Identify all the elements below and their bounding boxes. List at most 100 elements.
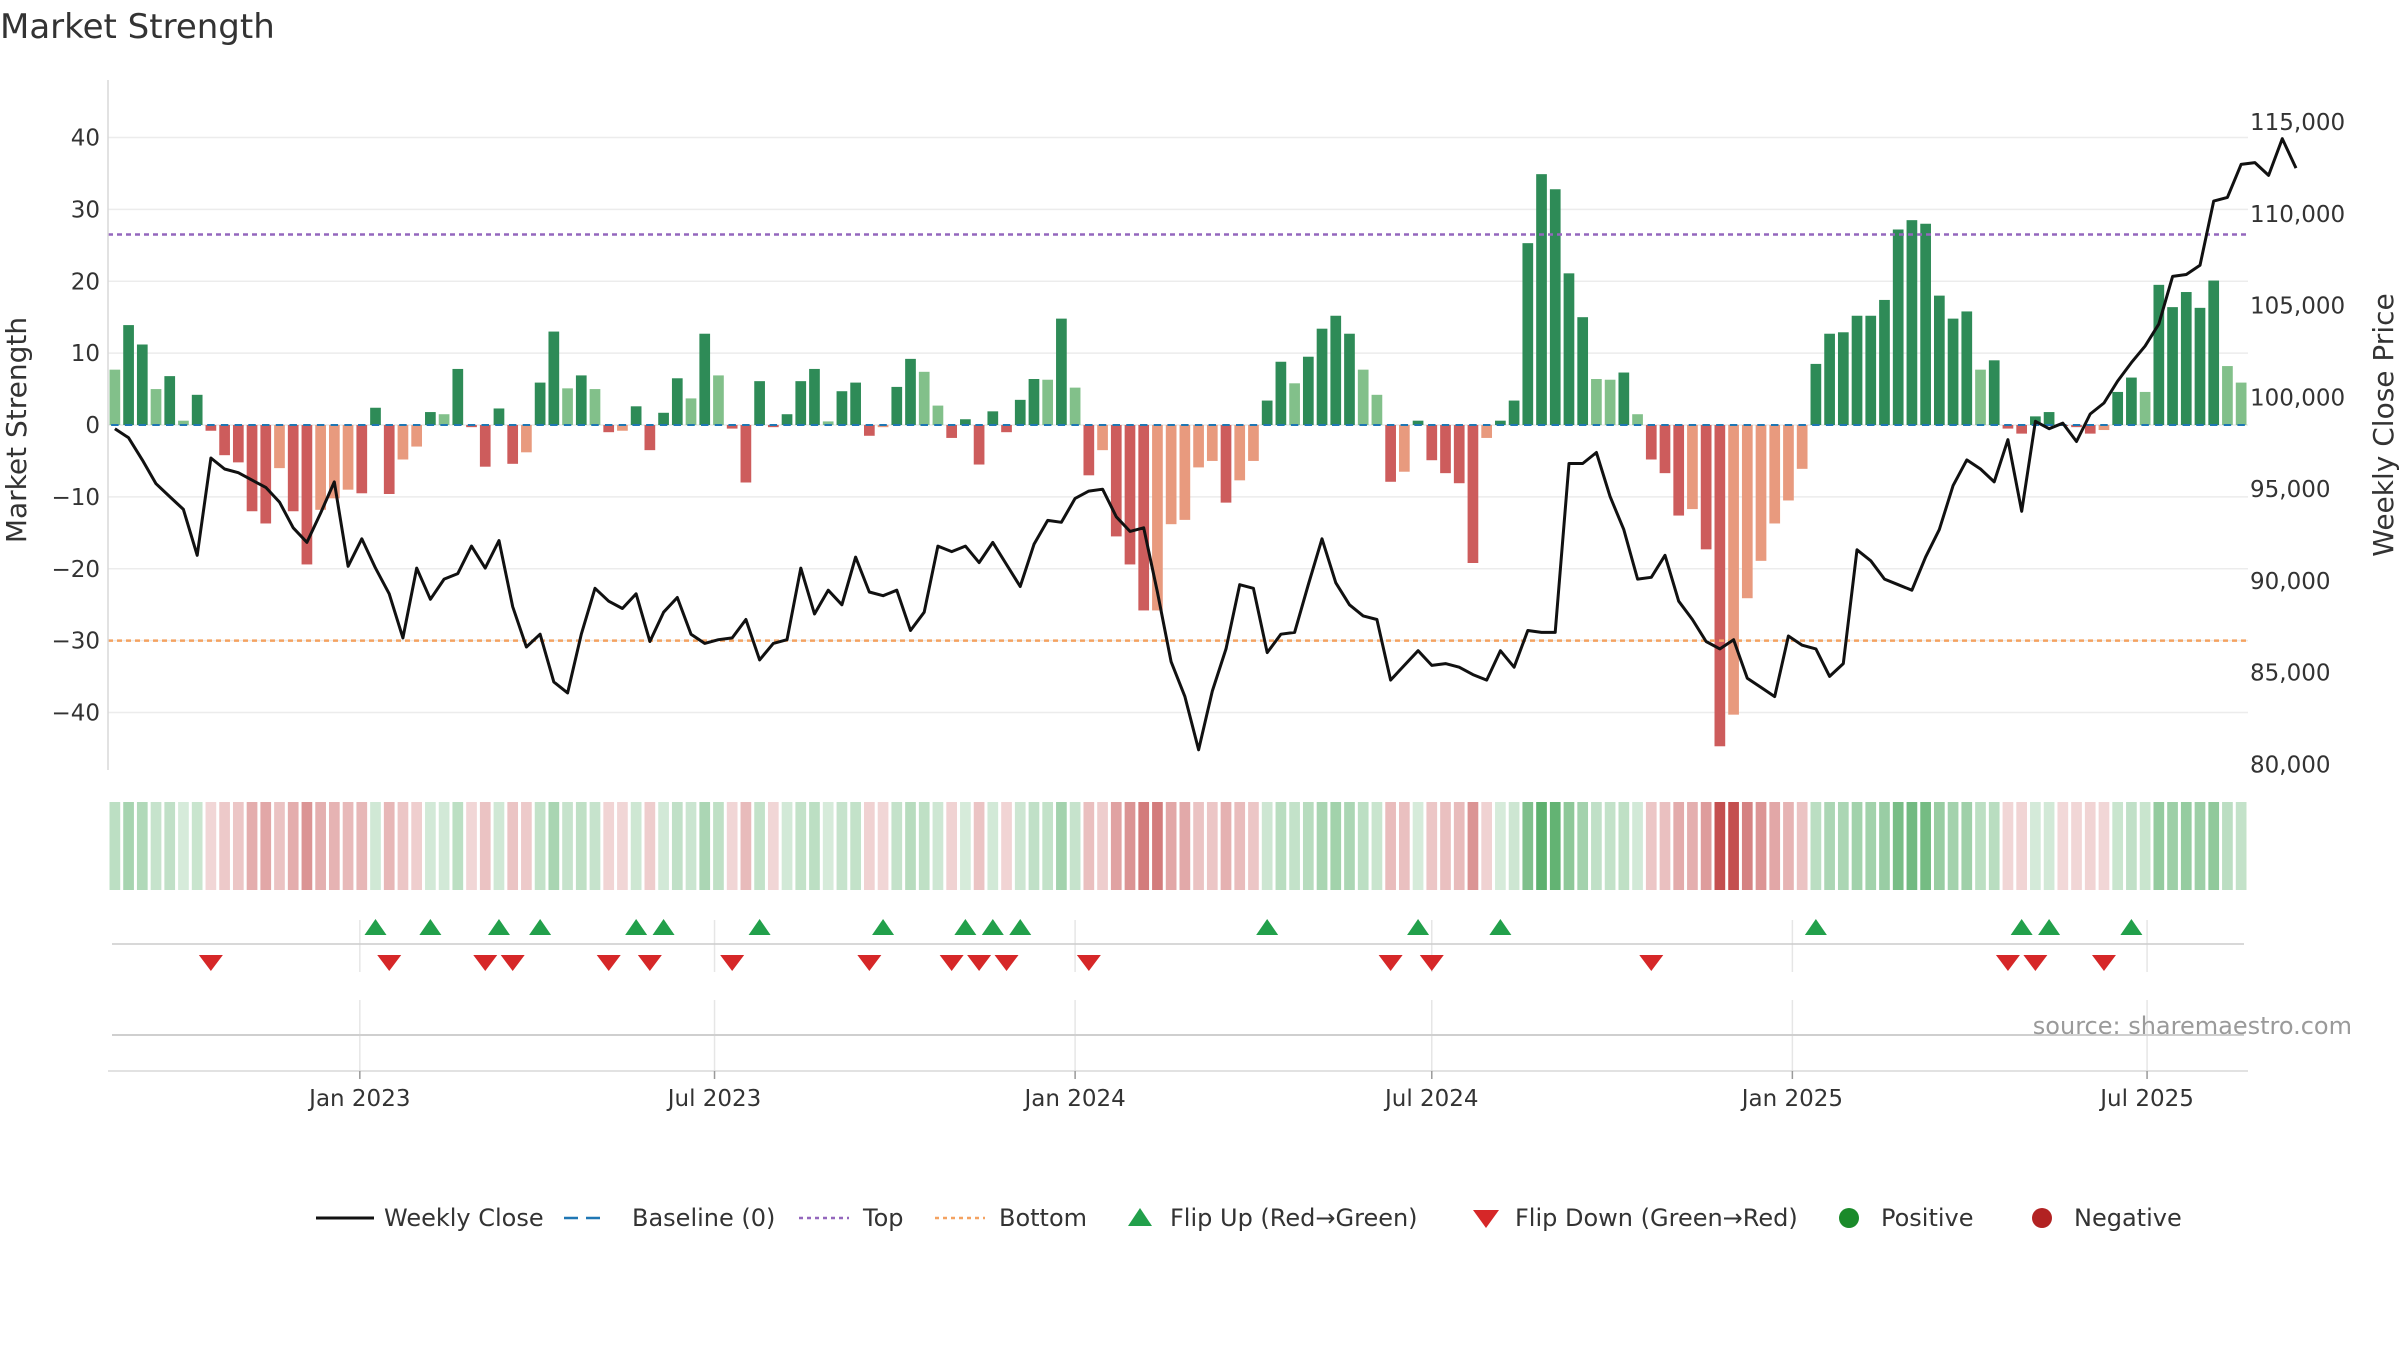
heat-cell bbox=[2222, 802, 2233, 890]
heat-cell bbox=[1988, 802, 2000, 890]
right-tick-label: 95,000 bbox=[2250, 477, 2330, 503]
heat-cell bbox=[699, 802, 711, 890]
heat-cell bbox=[726, 802, 738, 890]
legend-item: Flip Up (Red→Green) bbox=[1128, 1204, 1418, 1232]
strength-bar bbox=[1453, 425, 1465, 484]
strength-bar bbox=[905, 358, 916, 425]
heat-cell bbox=[1796, 802, 1808, 890]
legend-label: Negative bbox=[2074, 1204, 2182, 1232]
strength-bar bbox=[1618, 372, 1630, 425]
heat-cell bbox=[178, 802, 189, 890]
strength-bar bbox=[1152, 425, 1163, 611]
heat-cell bbox=[946, 802, 958, 890]
heat-cell bbox=[891, 802, 903, 890]
heat-cell bbox=[562, 802, 573, 890]
strength-bar bbox=[123, 325, 134, 425]
heat-cell bbox=[2139, 802, 2151, 890]
strength-bar bbox=[2194, 307, 2206, 425]
flip-down-marker bbox=[500, 955, 525, 971]
heat-cell bbox=[2016, 802, 2028, 890]
strength-bar bbox=[246, 425, 258, 512]
heat-cell bbox=[1892, 802, 1904, 890]
flip-markers bbox=[112, 919, 2244, 971]
reference-lines bbox=[108, 233, 2248, 642]
heat-cell bbox=[987, 802, 999, 890]
strength-bar bbox=[1124, 425, 1136, 565]
strength-bar bbox=[1289, 383, 1300, 425]
strength-bar bbox=[795, 381, 807, 425]
strength-bar bbox=[1892, 229, 1904, 425]
strength-bar bbox=[1481, 425, 1493, 438]
flip-down-marker bbox=[2091, 955, 2116, 971]
strength-bar bbox=[562, 388, 573, 425]
heat-cell bbox=[575, 802, 587, 890]
source-note: source: sharemaestro.com bbox=[2033, 1012, 2352, 1040]
strength-bar bbox=[617, 425, 628, 431]
heat-cell bbox=[1385, 802, 1396, 890]
heat-cell bbox=[1522, 802, 1534, 890]
heat-cell bbox=[1056, 802, 1067, 890]
flip-up-marker bbox=[748, 919, 771, 935]
heat-cell bbox=[246, 802, 258, 890]
heat-cell bbox=[1591, 802, 1602, 890]
strength-bar bbox=[274, 425, 285, 469]
strength-bars bbox=[109, 174, 2247, 747]
heat-cell bbox=[2098, 802, 2110, 890]
heat-cell bbox=[589, 802, 601, 890]
heat-cell bbox=[411, 802, 423, 890]
heat-cell bbox=[150, 802, 162, 890]
strength-bar bbox=[891, 386, 903, 425]
strength-bar bbox=[1837, 332, 1849, 425]
heat-cell bbox=[1714, 802, 1726, 890]
x-tick-label: Jul 2023 bbox=[666, 1086, 762, 1112]
left-tick-label: 10 bbox=[71, 341, 100, 367]
strength-bar bbox=[1330, 315, 1342, 425]
legend-label: Weekly Close bbox=[384, 1204, 544, 1232]
strength-bar bbox=[2043, 412, 2055, 425]
heat-cell bbox=[2167, 802, 2178, 890]
strength-bar bbox=[1604, 379, 1616, 425]
strength-bar bbox=[397, 425, 409, 460]
strength-bar bbox=[1179, 425, 1191, 520]
heat-cell bbox=[548, 802, 560, 890]
heat-cell bbox=[685, 802, 697, 890]
strength-bar bbox=[1879, 299, 1890, 425]
strength-bar bbox=[1536, 174, 1547, 425]
strength-bar bbox=[2084, 425, 2096, 434]
strength-bar bbox=[932, 405, 944, 425]
heat-cell bbox=[1440, 802, 1451, 890]
heat-cell bbox=[1234, 802, 1246, 890]
left-tick-label: 40 bbox=[71, 126, 100, 152]
heat-cell bbox=[1481, 802, 1493, 890]
legend-label: Flip Down (Green→Red) bbox=[1515, 1204, 1798, 1232]
flip-down-marker bbox=[377, 955, 402, 971]
axes: 40 30 20 10 0 −10 −20 −30 −40 115,000 110,000 105,0… bbox=[51, 80, 2345, 1112]
heat-cell bbox=[2194, 802, 2206, 890]
strength-bar bbox=[630, 406, 642, 425]
heat-cell bbox=[1316, 802, 1328, 890]
heat-cell bbox=[603, 802, 615, 890]
legend-item: Flip Down (Green→Red) bbox=[1473, 1204, 1798, 1232]
flip-up-marker bbox=[1489, 919, 1512, 935]
strength-bar bbox=[781, 414, 793, 425]
heat-cell bbox=[850, 802, 861, 890]
weekly-close-line bbox=[114, 137, 2298, 752]
heat-cell bbox=[274, 802, 285, 890]
strength-bar bbox=[1947, 318, 1959, 425]
flip-up-marker bbox=[1009, 919, 1032, 935]
strength-bar bbox=[438, 414, 450, 425]
right-tick-label: 100,000 bbox=[2250, 385, 2345, 411]
strength-bar bbox=[1138, 425, 1150, 611]
flip-up-marker bbox=[2010, 919, 2033, 935]
heat-cell bbox=[534, 802, 546, 890]
legend-label: Baseline (0) bbox=[632, 1204, 775, 1232]
heat-cell bbox=[1659, 802, 1671, 890]
heat-cell bbox=[493, 802, 505, 890]
strength-bar bbox=[548, 331, 560, 425]
heat-cell bbox=[1728, 802, 1739, 890]
right-tick-label: 105,000 bbox=[2250, 294, 2345, 320]
flip-up-marker bbox=[625, 919, 648, 935]
strength-bar bbox=[2002, 425, 2014, 429]
left-tick-label: 30 bbox=[71, 197, 100, 223]
strength-bar bbox=[836, 391, 848, 425]
